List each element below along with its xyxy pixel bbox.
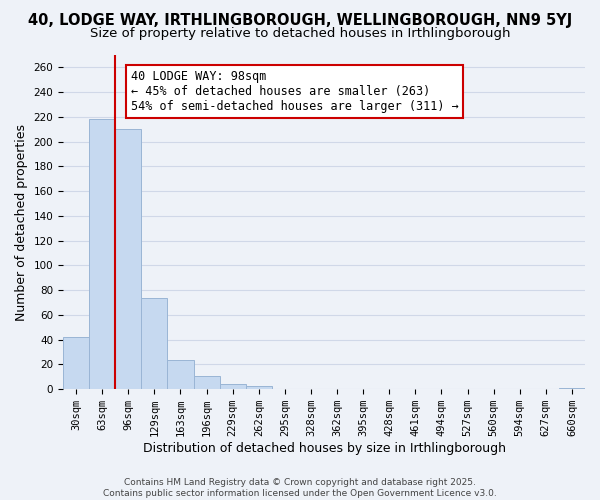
Bar — [559, 388, 585, 389]
Bar — [167, 360, 194, 389]
X-axis label: Distribution of detached houses by size in Irthlingborough: Distribution of detached houses by size … — [143, 442, 506, 455]
Bar — [142, 298, 167, 389]
Bar — [115, 130, 142, 389]
Bar — [246, 386, 272, 389]
Bar — [63, 337, 89, 389]
Y-axis label: Number of detached properties: Number of detached properties — [15, 124, 28, 320]
Text: Size of property relative to detached houses in Irthlingborough: Size of property relative to detached ho… — [90, 28, 510, 40]
Bar — [220, 384, 246, 389]
Text: 40 LODGE WAY: 98sqm
← 45% of detached houses are smaller (263)
54% of semi-detac: 40 LODGE WAY: 98sqm ← 45% of detached ho… — [131, 70, 458, 113]
Text: 40, LODGE WAY, IRTHLINGBOROUGH, WELLINGBOROUGH, NN9 5YJ: 40, LODGE WAY, IRTHLINGBOROUGH, WELLINGB… — [28, 12, 572, 28]
Bar — [194, 376, 220, 389]
Text: Contains HM Land Registry data © Crown copyright and database right 2025.
Contai: Contains HM Land Registry data © Crown c… — [103, 478, 497, 498]
Bar — [89, 120, 115, 389]
